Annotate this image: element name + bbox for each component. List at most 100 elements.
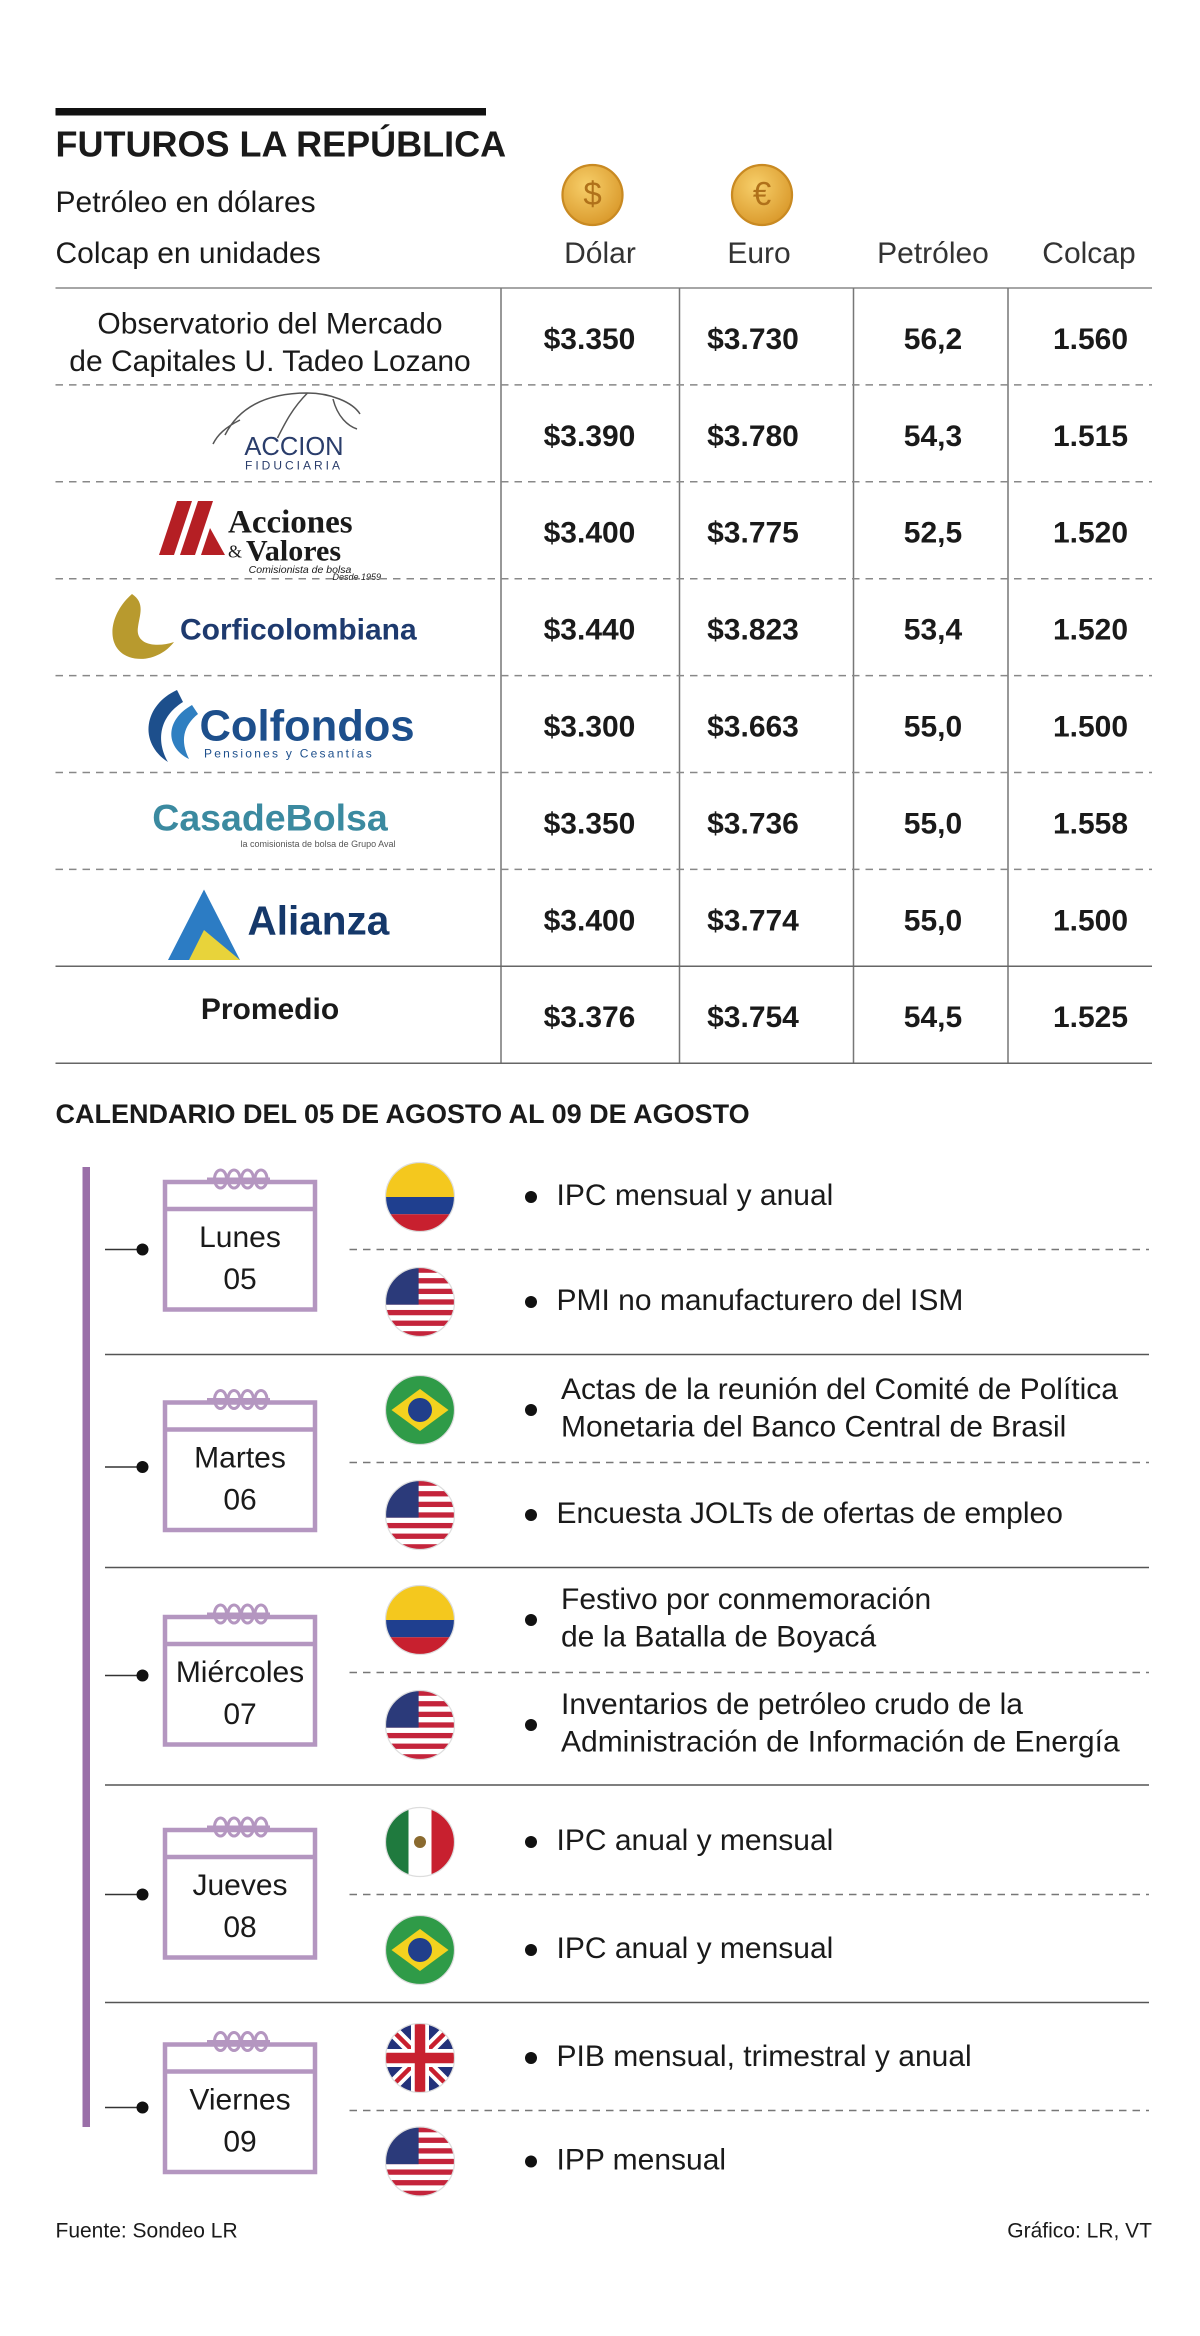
flag-part bbox=[385, 2164, 455, 2170]
table-value: $3.390 bbox=[544, 420, 636, 453]
flag-part bbox=[385, 1732, 455, 1739]
event-text: IPC mensual y anual bbox=[557, 1179, 834, 1212]
coin-icon bbox=[561, 163, 624, 227]
logo-shape bbox=[180, 501, 213, 556]
flag-part bbox=[385, 1544, 455, 1550]
day-date: 09 bbox=[223, 2125, 256, 2158]
flag bbox=[385, 1480, 455, 1550]
flag-part bbox=[385, 1585, 455, 1621]
day-dot bbox=[136, 1669, 149, 1682]
table-value: 52,5 bbox=[904, 517, 962, 550]
flag-edge bbox=[384, 2126, 456, 2197]
event-bullet bbox=[525, 1509, 537, 1522]
event-bullet bbox=[525, 1191, 537, 1204]
title: FUTUROS LA REPÚBLICA bbox=[56, 123, 507, 165]
event-text: Inventarios de petróleo crudo de la bbox=[561, 1688, 1023, 1721]
flag-part bbox=[385, 1528, 455, 1534]
day-date: 05 bbox=[223, 1263, 256, 1296]
event-text: Monetaria del Banco Central de Brasil bbox=[561, 1411, 1066, 1444]
event-bullet bbox=[525, 1836, 537, 1849]
flag-part bbox=[385, 2127, 455, 2133]
table-value: 1.558 bbox=[1053, 807, 1128, 840]
source-text: Observatorio del Mercado bbox=[97, 307, 442, 340]
table-value: 1.500 bbox=[1053, 710, 1128, 743]
flag-part bbox=[408, 1938, 432, 1963]
flag-part bbox=[385, 2158, 455, 2165]
source-column: Observatorio del Mercado de Capitales U.… bbox=[69, 307, 470, 1026]
title-bar bbox=[55, 108, 486, 116]
flag-part bbox=[385, 1517, 455, 1524]
event-text: IPC anual y mensual bbox=[557, 1824, 834, 1857]
table-value: 1.520 bbox=[1053, 614, 1128, 647]
day-name: Martes bbox=[194, 1441, 286, 1474]
footer-source: Fuente: Sondeo LR bbox=[56, 2220, 238, 2243]
flag-part bbox=[385, 1507, 455, 1513]
flag-part bbox=[385, 1197, 455, 1215]
flag-part bbox=[385, 1637, 455, 1655]
table-value: $3.400 bbox=[544, 517, 636, 550]
flag-part bbox=[385, 1320, 455, 1327]
event-bullet bbox=[525, 1404, 537, 1417]
flag-part bbox=[385, 1288, 455, 1295]
table-value: 1.500 bbox=[1053, 904, 1128, 937]
source-text: de Capitales U. Tadeo Lozano bbox=[69, 345, 470, 378]
flag-part bbox=[414, 1836, 426, 1849]
event-bullet bbox=[525, 1944, 537, 1957]
flag-part bbox=[385, 1748, 455, 1755]
event-bullet bbox=[525, 1296, 537, 1309]
flag-part bbox=[385, 2185, 455, 2191]
table-value: $3.754 bbox=[707, 1001, 799, 1034]
footer-credit: Gráfico: LR, VT bbox=[1007, 2220, 1152, 2243]
flag-edge bbox=[384, 2022, 456, 2094]
coin-icon bbox=[730, 163, 794, 227]
table-value: $3.400 bbox=[544, 904, 636, 937]
flag-part bbox=[385, 2174, 455, 2181]
flag-part bbox=[385, 1512, 455, 1518]
flag-part bbox=[385, 2153, 455, 2160]
flag-part bbox=[385, 1522, 455, 1529]
calendar-icon bbox=[162, 2042, 318, 2175]
flag-part bbox=[385, 1743, 455, 1750]
table-value: 1.520 bbox=[1053, 517, 1128, 550]
flag-edge bbox=[384, 1374, 456, 1446]
table-value: 55,0 bbox=[904, 904, 962, 937]
table-value: $3.775 bbox=[707, 517, 799, 550]
calendar-icon bbox=[162, 1827, 318, 1960]
table-value: $3.774 bbox=[707, 904, 799, 937]
source-logo-text: Comisionista de bolsa bbox=[249, 564, 352, 576]
source-logo-text: Pensiones y Cesantías bbox=[204, 747, 374, 761]
flag bbox=[385, 2023, 455, 2093]
flag-part bbox=[385, 2137, 455, 2144]
flag-part bbox=[385, 1754, 455, 1760]
flag-edge bbox=[384, 1479, 456, 1551]
coin-symbol: € bbox=[753, 175, 771, 212]
flag-part bbox=[385, 1214, 455, 1232]
flag-part bbox=[385, 1701, 455, 1707]
logo-shape bbox=[171, 705, 198, 760]
day-name: Jueves bbox=[192, 1869, 287, 1902]
flag-part bbox=[385, 1485, 455, 1492]
flag-edge bbox=[384, 1161, 456, 1233]
flag-part bbox=[385, 1501, 455, 1508]
coin-symbol: $ bbox=[583, 175, 601, 212]
flag bbox=[385, 1267, 455, 1337]
day-name: Lunes bbox=[199, 1221, 281, 1254]
table-value: 1.515 bbox=[1053, 420, 1128, 453]
flag-part bbox=[385, 2052, 455, 2064]
column-header: Petróleo bbox=[877, 237, 989, 270]
table-value: $3.350 bbox=[544, 323, 636, 356]
flag-part bbox=[385, 1491, 455, 1497]
flag-edge bbox=[384, 1806, 456, 1878]
event-text: de la Batalla de Boyacá bbox=[561, 1621, 877, 1654]
source-logo-text: Valores bbox=[246, 534, 341, 567]
logo-shape bbox=[201, 528, 225, 556]
event-bullet bbox=[525, 1719, 537, 1732]
column-header: Dólar bbox=[564, 237, 636, 270]
table-value: $3.730 bbox=[707, 323, 799, 356]
flag-part bbox=[385, 1304, 455, 1311]
timeline bbox=[82, 1167, 90, 2128]
subtitle: Colcap en unidades bbox=[56, 237, 321, 270]
table-value: $3.440 bbox=[544, 614, 636, 647]
logo-shape bbox=[148, 690, 183, 763]
